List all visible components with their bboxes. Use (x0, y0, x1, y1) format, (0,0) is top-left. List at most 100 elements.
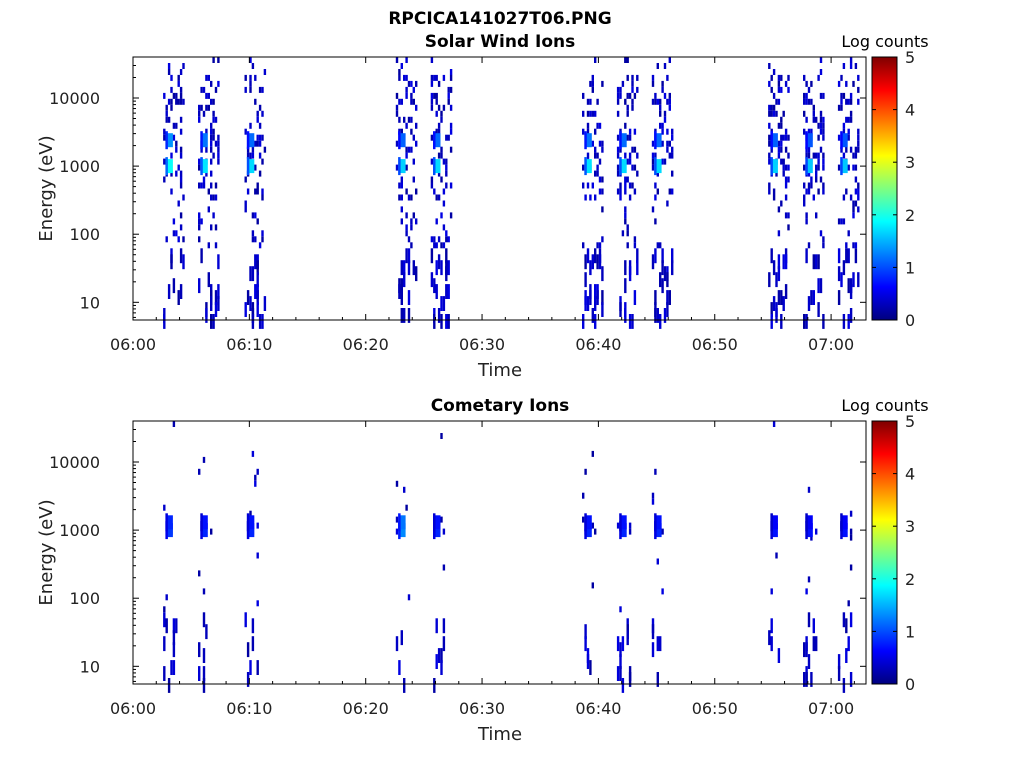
heatmap-cell (582, 128, 585, 135)
heatmap-cell (398, 131, 401, 150)
heatmap-peak-cell (434, 515, 441, 530)
heatmap-cell (666, 302, 669, 317)
heatmap-cell (780, 122, 783, 129)
heatmap-cell (784, 212, 788, 219)
heatmap-cell (852, 80, 855, 87)
heatmap-cell (170, 254, 173, 270)
heatmap-cell (847, 600, 850, 607)
heatmap-cell (258, 314, 262, 329)
heatmap-cell (842, 128, 846, 135)
heatmap-cell (782, 164, 785, 171)
heatmap-cell (256, 188, 259, 195)
heatmap-cell (591, 308, 594, 323)
heatmap-cell (210, 182, 213, 189)
heatmap-cell (817, 164, 820, 171)
heatmap-cell (770, 157, 773, 176)
heatmap-cell (172, 230, 176, 237)
heatmap-cell (256, 272, 259, 288)
y-tick-label: 100 (69, 225, 100, 244)
heatmap-cell (202, 456, 206, 463)
heatmap-cell (626, 110, 629, 117)
heatmap-cell (768, 188, 771, 195)
heatmap-cell (631, 74, 634, 81)
y-axis-label: Energy (eV) (36, 499, 57, 605)
heatmap-cell (167, 69, 171, 75)
heatmap-cell (177, 74, 180, 81)
heatmap-cell (671, 170, 674, 177)
heatmap-cell (810, 182, 813, 189)
heatmap-cell (246, 188, 250, 195)
heatmap-cell (249, 510, 252, 517)
heatmap-cell (175, 140, 178, 147)
heatmap-cell (442, 224, 446, 231)
heatmap-cell (857, 74, 860, 81)
heatmap-cell (633, 236, 637, 243)
heatmap-cell (817, 74, 820, 81)
heatmap-cell (626, 242, 629, 249)
heatmap-cell (210, 528, 213, 535)
heatmap-cell (661, 86, 664, 93)
heatmap-cell (430, 92, 434, 99)
heatmap-cell (207, 188, 210, 195)
heatmap-cell (807, 170, 811, 177)
heatmap-cell (807, 576, 811, 583)
heatmap-peak-cell (166, 159, 173, 174)
heatmap-cell (207, 272, 210, 288)
heatmap-cell (651, 624, 655, 640)
heatmap-cell (787, 152, 790, 159)
heatmap-cell (205, 128, 208, 135)
heatmap-cell (437, 122, 441, 129)
heatmap-cell (584, 296, 587, 311)
heatmap-cell (819, 128, 823, 135)
heatmap-cell (621, 678, 625, 693)
heatmap-cell (582, 516, 585, 523)
heatmap-cell (768, 63, 771, 69)
heatmap-cell (210, 140, 213, 147)
heatmap-cell (179, 152, 183, 159)
heatmap-cell (616, 98, 620, 105)
heatmap-cell (445, 236, 448, 243)
heatmap-cell (852, 242, 855, 249)
heatmap-cell (803, 92, 806, 99)
heatmap-cell (256, 522, 259, 529)
heatmap-cell (395, 104, 399, 111)
heatmap-cell (261, 86, 264, 93)
heatmap-cells (163, 421, 853, 693)
heatmap-cell (244, 612, 247, 628)
heatmap-cell (589, 260, 592, 276)
heatmap-cell (656, 308, 659, 323)
heatmap-cell (624, 176, 627, 183)
heatmap-cell (651, 80, 655, 87)
heatmap-cell (668, 140, 671, 147)
heatmap-cell (198, 104, 201, 111)
heatmap-cell (803, 128, 806, 135)
heatmap-cell (449, 104, 453, 111)
heatmap-cell (403, 486, 406, 493)
heatmap-cell (405, 224, 408, 231)
heatmap-cell (212, 134, 215, 141)
heatmap-cell (395, 636, 399, 652)
heatmap-cell (217, 158, 220, 165)
heatmap-cell (430, 57, 434, 63)
heatmap-cell (261, 134, 264, 141)
heatmap-cell (626, 134, 629, 141)
heatmap-cell (210, 98, 213, 105)
heatmap-cell (586, 122, 590, 129)
heatmap-cell (198, 158, 201, 165)
heatmap-cell (854, 176, 858, 183)
panel-title: Solar Wind Ions (425, 32, 576, 52)
heatmap-peak-cell (399, 159, 406, 174)
heatmap-cell (854, 146, 858, 153)
heatmap-cell (654, 513, 657, 532)
heatmap-cell (254, 474, 257, 481)
heatmap-cell (442, 528, 446, 535)
heatmap-cell (405, 122, 408, 129)
heatmap-cell (254, 74, 257, 81)
heatmap-cell (849, 194, 853, 201)
heatmap-cell (175, 618, 178, 634)
heatmap-cell (840, 218, 843, 225)
heatmap-cell (217, 57, 220, 63)
heatmap-cell (822, 152, 825, 159)
heatmap-cell (619, 194, 622, 201)
heatmap-cell (207, 104, 210, 111)
